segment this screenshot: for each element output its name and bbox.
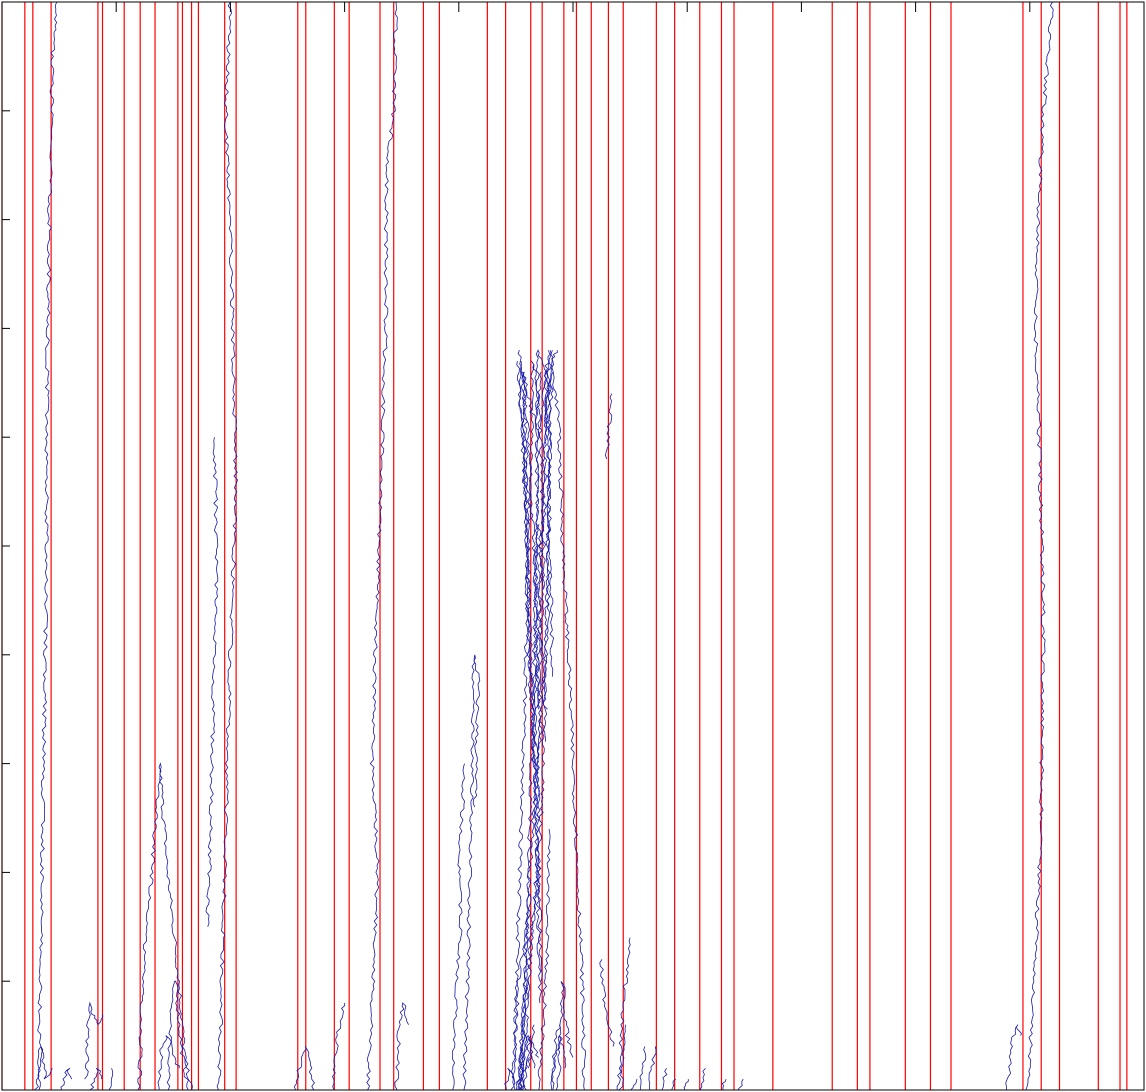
walk-line xyxy=(661,1067,668,1091)
walk-series xyxy=(34,1,1054,1091)
walk-line xyxy=(535,371,542,416)
walk-line xyxy=(522,371,532,525)
marker-lines xyxy=(1,2,1128,1090)
walk-line xyxy=(537,524,545,590)
walk-line xyxy=(1025,1,1054,1091)
walk-line xyxy=(516,360,543,982)
walk-line xyxy=(157,1035,180,1091)
walk-line xyxy=(683,1079,689,1091)
walk-line xyxy=(462,654,481,1091)
walk-line xyxy=(555,980,574,1091)
walk-line xyxy=(639,1046,647,1091)
walk-line xyxy=(699,1067,706,1091)
walk-line xyxy=(89,1067,103,1091)
walk-line xyxy=(366,1,398,1091)
walk-line xyxy=(551,1035,567,1091)
walk-line xyxy=(534,349,555,710)
walk-line xyxy=(34,1046,53,1091)
walk-line xyxy=(618,1024,626,1091)
walk-line xyxy=(84,1001,104,1080)
walk-line xyxy=(137,762,193,1091)
walk-line xyxy=(522,371,540,438)
walk-line xyxy=(166,980,189,1091)
walk-line xyxy=(216,1,239,1091)
walk-line xyxy=(548,350,587,1091)
walk-line xyxy=(515,981,529,1091)
walk-line xyxy=(527,1024,535,1069)
walk-line xyxy=(536,350,558,873)
walk-line xyxy=(599,959,615,1047)
walk-line xyxy=(451,763,465,1091)
walk-line xyxy=(510,894,532,1091)
walk-line xyxy=(630,1078,638,1091)
walk-line xyxy=(544,371,554,427)
walk-line xyxy=(394,1002,409,1091)
walk-line xyxy=(538,719,546,742)
walk-line xyxy=(205,437,219,927)
walk-line xyxy=(517,437,552,1091)
walk-line xyxy=(616,937,631,1091)
walk-line xyxy=(108,1068,114,1091)
walk-line xyxy=(293,1046,315,1091)
walk-line xyxy=(37,1,58,1091)
walk-line xyxy=(1005,1024,1022,1090)
walk-line xyxy=(537,828,551,1091)
walk-line xyxy=(60,1067,73,1091)
walk-line xyxy=(737,1078,744,1091)
walk-line xyxy=(519,350,552,1091)
walk-line xyxy=(550,1024,561,1091)
walk-line xyxy=(604,393,613,460)
walk-line xyxy=(517,350,541,710)
walk-line xyxy=(671,1078,677,1091)
walk-line xyxy=(521,350,553,1091)
walk-line xyxy=(517,1034,539,1091)
walk-line xyxy=(648,1046,657,1091)
walk-line xyxy=(332,1002,346,1091)
walk-line xyxy=(721,1079,727,1091)
walk-line xyxy=(518,360,542,1004)
